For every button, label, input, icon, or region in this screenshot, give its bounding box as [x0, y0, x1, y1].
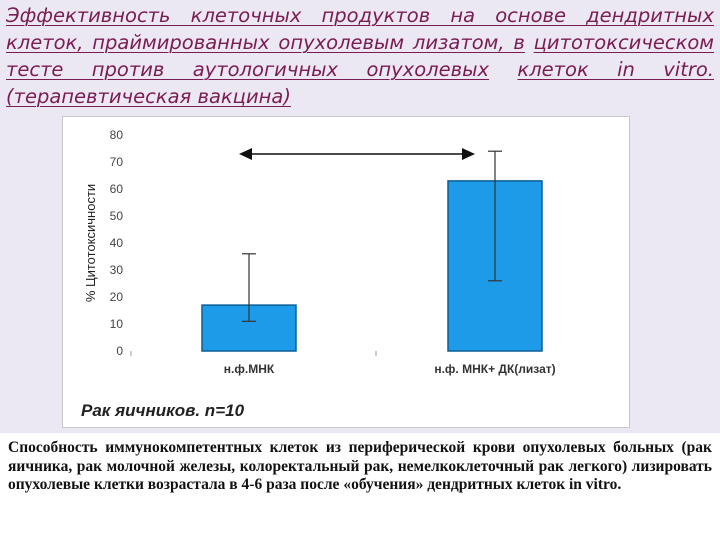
arrowhead-left-icon: [239, 148, 252, 160]
y-tick-label: 10: [110, 317, 124, 331]
chart-panel: 0 10 20 30 40 50 60 70 80 % Цитотоксичности н.ф.МН…: [62, 116, 630, 428]
x-tick-label: н.ф.МНК: [224, 362, 275, 376]
bar-chart: 0 10 20 30 40 50 60 70 80 % Цитотоксичности н.ф.МН…: [81, 128, 556, 420]
title-line-1: Эффективность клеточных продуктов на осн…: [6, 4, 714, 27]
y-tick-label: 50: [110, 209, 124, 223]
slide-title: Эффективность клеточных продуктов на осн…: [6, 2, 714, 110]
y-tick-label: 0: [116, 344, 123, 358]
title-line-4: клеток in vitro. (терапевтическая вакцин…: [6, 58, 715, 108]
y-tick-label: 80: [110, 128, 124, 142]
y-tick-label: 20: [110, 290, 124, 304]
footer-text: Способность иммунокомпетентных клеток из…: [8, 439, 712, 493]
chart-annotation: Рак яичников. n=10: [81, 401, 245, 420]
y-tick-label: 40: [110, 236, 124, 250]
y-tick-label: 60: [110, 182, 124, 196]
y-tick-label: 70: [110, 155, 124, 169]
y-axis-label: % Цитотоксичности: [83, 184, 98, 302]
title-line-3: цитотоксическом тесте против аутологичны…: [6, 31, 715, 81]
x-tick-label: н.ф. МНК+ ДК(лизат): [434, 362, 555, 376]
arrowhead-right-icon: [462, 148, 475, 160]
title-line-2: клеток, праймированных опухолевым лизато…: [6, 31, 525, 54]
footer-panel: Способность иммунокомпетентных клеток из…: [0, 433, 720, 540]
y-tick-label: 30: [110, 263, 124, 277]
